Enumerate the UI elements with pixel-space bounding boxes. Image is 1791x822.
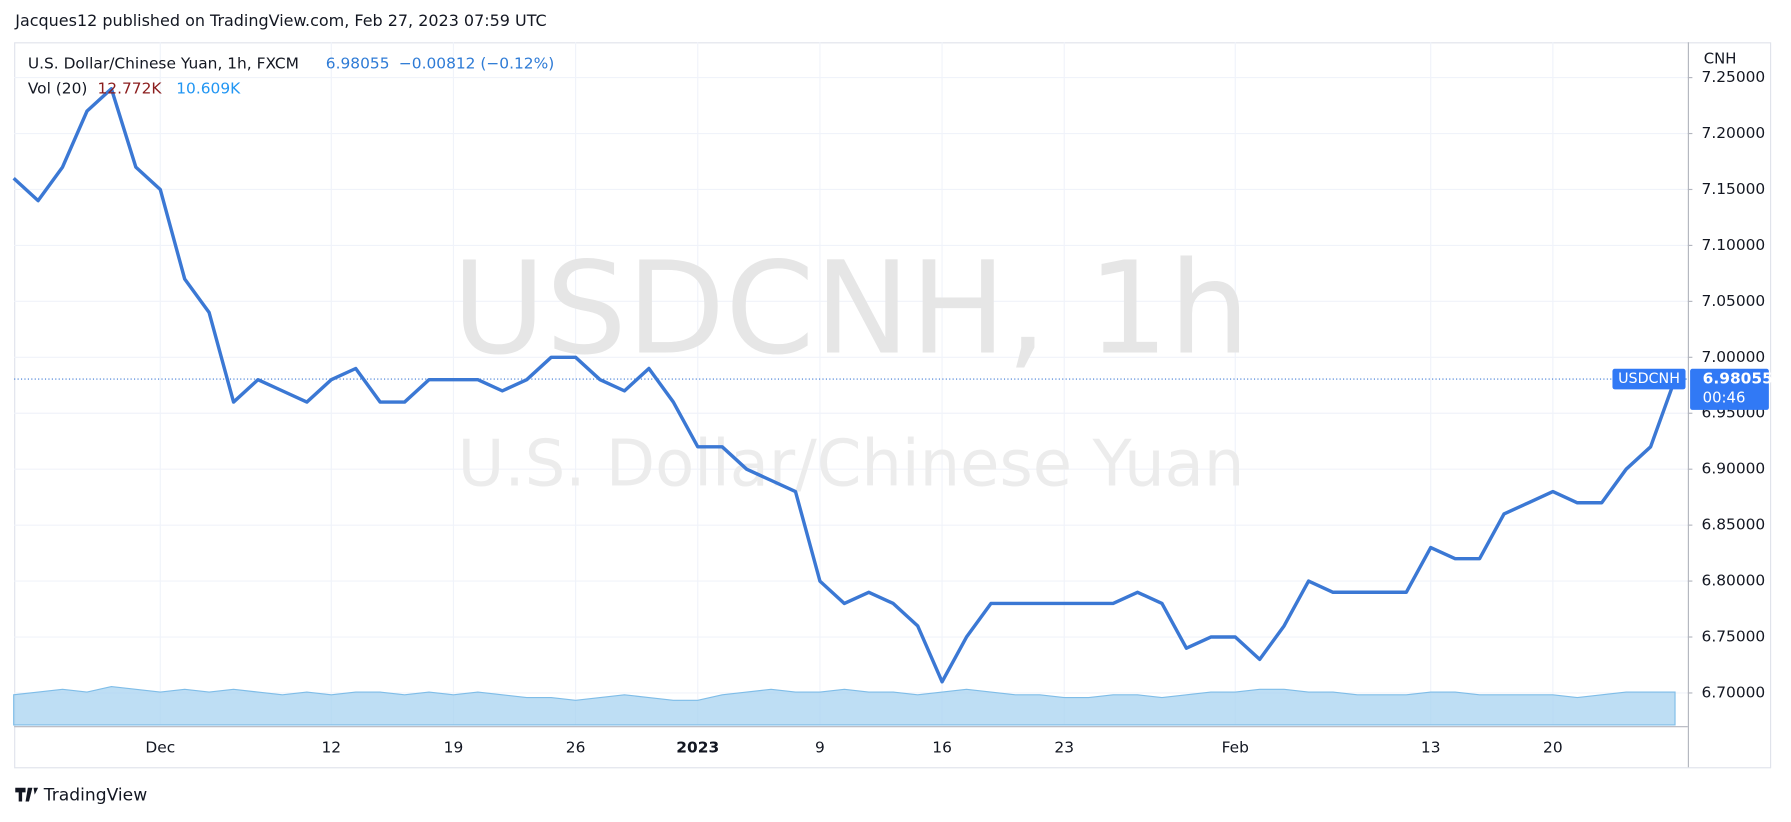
x-tick-label: 26 (566, 738, 586, 756)
x-tick-label: 19 (444, 738, 464, 756)
y-tick-label: 6.75000 (1702, 628, 1766, 646)
y-tick-label: 7.25000 (1702, 68, 1766, 86)
publisher-header: Jacques12 published on TradingView.com, … (14, 11, 546, 30)
y-tick-label: 6.90000 (1702, 460, 1766, 478)
x-tick-label: 13 (1421, 738, 1441, 756)
y-tick-label: 7.10000 (1702, 236, 1766, 254)
price-tag-countdown: 00:46 (1703, 389, 1746, 406)
volume-value: 12.772K (97, 80, 162, 98)
symbol-tag-text: USDCNH (1618, 371, 1680, 387)
x-tick-label: 16 (932, 738, 952, 756)
footer-logo: TradingView (15, 786, 147, 806)
legend-price: 6.98055 (326, 54, 390, 72)
plot (12, 87, 1688, 726)
price-tag-value: 6.98055 (1703, 370, 1773, 388)
x-tick-label: 2023 (676, 738, 719, 756)
price-tag (1690, 368, 1769, 410)
symbol-tag (1612, 368, 1686, 390)
x-tick-label: 20 (1543, 738, 1563, 756)
watermark: USDCNH, 1h (452, 235, 1250, 384)
logo-icon (15, 787, 39, 802)
y-tick-label: 6.70000 (1702, 683, 1766, 701)
x-tick-label: Feb (1222, 738, 1249, 756)
volume-label: Vol (20) (28, 80, 88, 98)
watermark-subtitle: U.S. Dollar/Chinese Yuan (458, 428, 1245, 502)
x-tick-label: 9 (815, 738, 825, 756)
legend-change: −0.00812 (−0.12%) (399, 54, 554, 72)
y-tick-label: 6.85000 (1702, 516, 1766, 534)
footer-text: TradingView (43, 786, 147, 806)
y-tick-label: 7.20000 (1702, 124, 1766, 142)
chart-frame (14, 42, 1772, 769)
volume-area (13, 686, 1676, 726)
x-tick-label: 12 (321, 738, 341, 756)
grid (14, 42, 1688, 725)
y-tick-label: 7.15000 (1702, 180, 1766, 198)
y-tick-label: 7.05000 (1702, 292, 1766, 310)
currency-label: CNH (1704, 50, 1737, 67)
x-tick-label: 23 (1054, 738, 1074, 756)
y-tick-label: 6.80000 (1702, 572, 1766, 590)
legend-title: U.S. Dollar/Chinese Yuan, 1h, FXCM (28, 54, 299, 72)
volume-ma: 10.609K (176, 80, 241, 98)
price-line (12, 87, 1677, 684)
x-tick-label: Dec (145, 738, 175, 756)
y-tick-label: 7.00000 (1702, 348, 1766, 366)
